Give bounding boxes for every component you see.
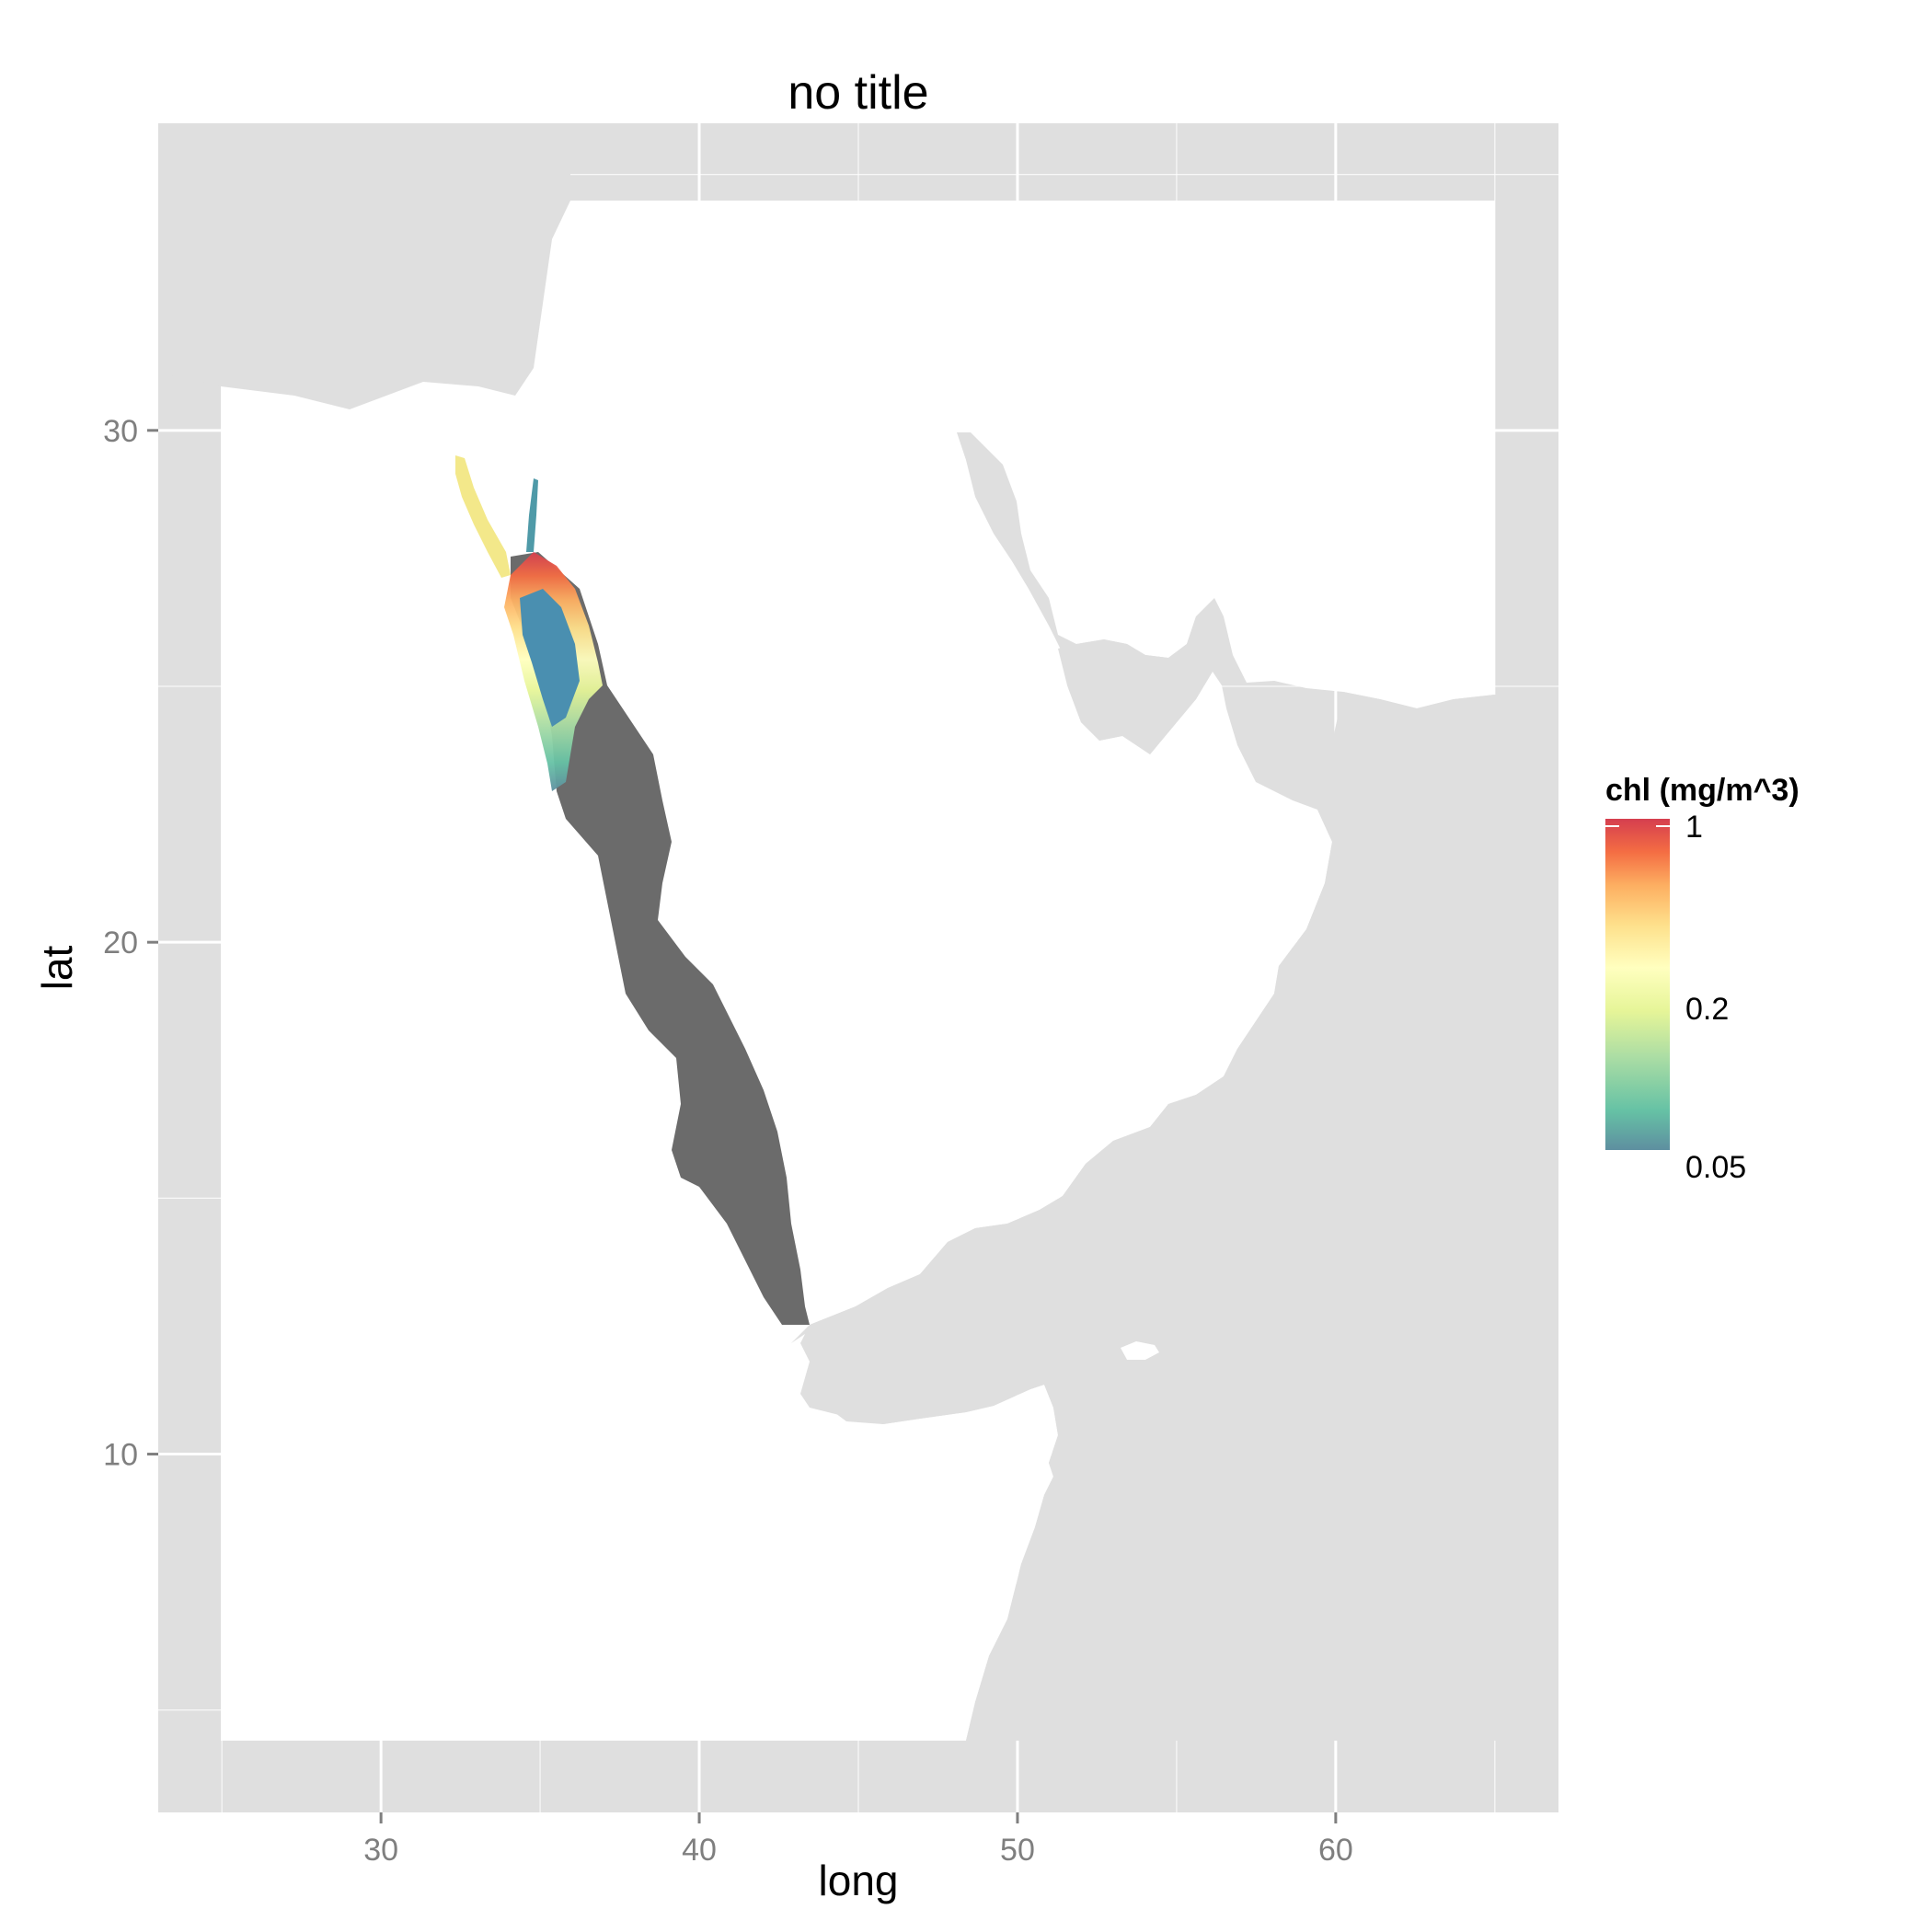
x-tick-label: 60 — [1318, 1833, 1353, 1868]
y-tick-label: 10 — [103, 1438, 138, 1473]
axes: 30 40 50 60 10 20 30 — [103, 414, 1353, 1868]
arabian-sea — [800, 692, 1558, 1741]
socotra-island — [1121, 1341, 1159, 1360]
legend-colorbar — [1605, 819, 1670, 1150]
x-axis-title: long — [819, 1857, 899, 1904]
x-tick-label: 40 — [682, 1833, 717, 1868]
gulf-of-suez — [455, 455, 511, 578]
chart-title: no title — [788, 66, 928, 120]
legend-label-mid: 0.2 — [1685, 992, 1729, 1027]
mediterranean-sea — [158, 123, 570, 409]
x-tick-label: 50 — [1000, 1833, 1035, 1868]
legend-label-min: 0.05 — [1685, 1150, 1746, 1185]
y-axis-title: lat — [33, 945, 81, 990]
x-tick-label: 30 — [363, 1833, 398, 1868]
legend-label-max: 1 — [1685, 810, 1703, 845]
persian-gulf — [957, 432, 1224, 754]
red-sea-no-data — [511, 552, 810, 1325]
legend-title: chl (mg/m^3) — [1605, 773, 1800, 808]
y-tick-label: 20 — [103, 926, 138, 960]
red-sea-chl-blue — [520, 589, 580, 727]
y-tick-label: 30 — [103, 414, 138, 449]
gulf-of-aqaba — [526, 478, 538, 552]
legend: chl (mg/m^3) 1 0.2 0.05 — [1605, 773, 1800, 1185]
map-layers — [158, 123, 1558, 1741]
